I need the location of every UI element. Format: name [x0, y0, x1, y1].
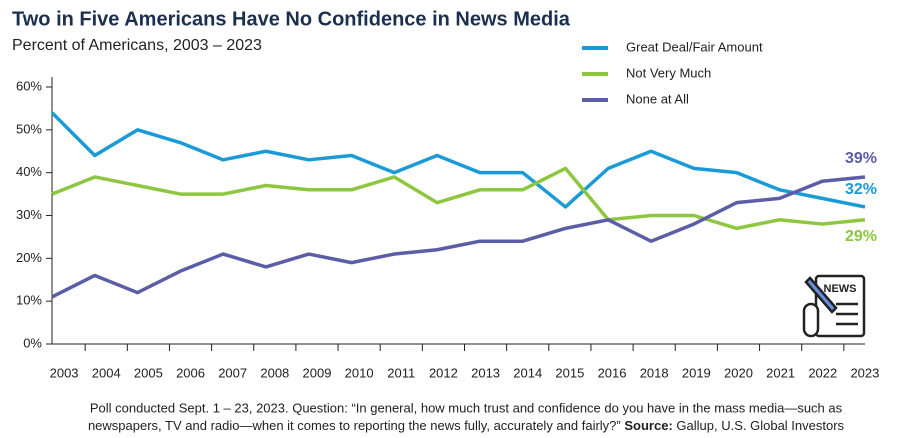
- series-line: [51, 175, 866, 299]
- x-tick-label: 2021: [766, 365, 795, 380]
- legend: Great Deal/Fair Amount Not Very Much None …: [582, 39, 763, 106]
- chart-subtitle: Percent of Americans, 2003 – 2023: [12, 37, 262, 54]
- x-tick-label: 2018: [640, 365, 669, 380]
- x-tick-label: 2006: [176, 365, 205, 380]
- x-tick-label: 2009: [303, 365, 332, 380]
- footnote: newspapers, TV and radio—when it comes t…: [88, 418, 621, 433]
- legend-label: None at All: [626, 91, 689, 106]
- news-icon: NEWS: [802, 274, 866, 338]
- value-label: 39%: [845, 150, 877, 167]
- x-tick-label: 2003: [50, 365, 79, 380]
- x-tick-label: 2012: [429, 365, 458, 380]
- x-tick-label: 2014: [513, 365, 542, 380]
- svg-text:NEWS: NEWS: [824, 283, 857, 295]
- value-label: 29%: [845, 228, 877, 245]
- source-label: Source:: [624, 418, 672, 433]
- x-tick-label: 2004: [92, 365, 121, 380]
- y-tick-label: 10%: [16, 293, 42, 308]
- y-tick-label: 50%: [16, 121, 42, 136]
- series-line: [51, 166, 866, 231]
- y-tick-label: 40%: [16, 164, 42, 179]
- legend-label: Great Deal/Fair Amount: [626, 39, 763, 54]
- x-tick-label: 2011: [387, 365, 415, 380]
- source: Gallup, U.S. Global Investors: [676, 418, 844, 433]
- y-tick-label: 30%: [16, 207, 42, 222]
- x-tick-label: 2013: [471, 365, 500, 380]
- x-tick-label: 2019: [682, 365, 711, 380]
- value-label: 32%: [845, 181, 877, 198]
- x-tick-label: 2007: [218, 365, 247, 380]
- footnote: newspapers, TV and radio—when it comes t…: [88, 418, 845, 433]
- series-line: [50, 111, 866, 209]
- x-tick-label: 2008: [260, 365, 289, 380]
- y-tick-label: 60%: [16, 78, 42, 93]
- y-tick-label: 20%: [16, 250, 42, 265]
- x-tick-label: 2016: [598, 365, 627, 380]
- x-tick-label: 2023: [850, 365, 879, 380]
- legend-label: Not Very Much: [626, 65, 711, 80]
- footnote: Poll conducted Sept. 1 – 23, 2023. Quest…: [90, 400, 843, 415]
- y-tick-label: 0%: [23, 335, 42, 350]
- x-tick-label: 2020: [724, 365, 753, 380]
- x-tick-label: 2015: [555, 365, 584, 380]
- x-tick-label: 2005: [134, 365, 163, 380]
- chart-title: Two in Five Americans Have No Confidence…: [12, 8, 571, 30]
- x-tick-label: 2010: [345, 365, 374, 380]
- x-tick-label: 2022: [808, 365, 837, 380]
